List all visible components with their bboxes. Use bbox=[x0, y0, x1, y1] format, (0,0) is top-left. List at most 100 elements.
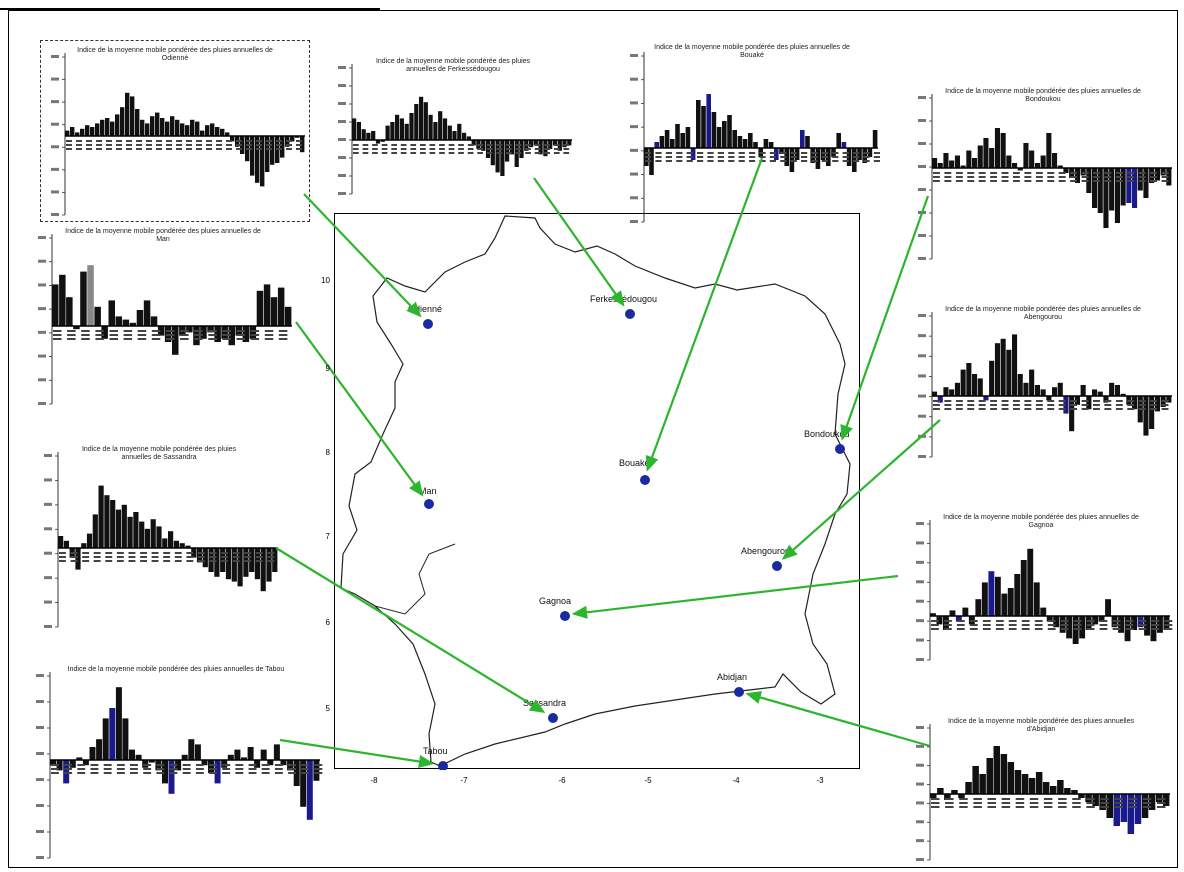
bar bbox=[409, 113, 414, 140]
bar bbox=[1132, 168, 1138, 208]
x-tick-mark bbox=[116, 772, 125, 774]
bar bbox=[214, 760, 221, 784]
x-tick-mark bbox=[286, 140, 292, 142]
x-tick-mark bbox=[81, 330, 90, 332]
bar bbox=[965, 782, 972, 794]
bar bbox=[148, 760, 155, 763]
x-tick-mark bbox=[1142, 802, 1152, 804]
x-tick-mark bbox=[197, 556, 205, 558]
x-tick-mark bbox=[130, 768, 138, 770]
x-tick-mark bbox=[955, 176, 963, 178]
city-marker-sassandra bbox=[548, 713, 558, 723]
x-tick-mark bbox=[64, 772, 73, 774]
x-tick-mark bbox=[686, 156, 693, 158]
bar bbox=[846, 148, 852, 166]
x-tick-mark bbox=[728, 160, 735, 162]
city-marker-ferke bbox=[625, 309, 635, 319]
bar bbox=[753, 142, 758, 148]
x-tick-mark bbox=[116, 144, 122, 146]
map-x-tick: -6 bbox=[558, 776, 566, 785]
x-tick-mark bbox=[967, 404, 975, 406]
bar bbox=[993, 746, 1000, 794]
bar bbox=[1166, 396, 1172, 403]
x-tick-mark bbox=[749, 156, 756, 158]
x-tick-mark bbox=[978, 176, 986, 178]
y-tick-label bbox=[44, 625, 52, 628]
x-tick-mark bbox=[1013, 176, 1020, 178]
bar bbox=[986, 758, 993, 794]
x-tick-mark bbox=[1151, 628, 1160, 630]
x-tick-mark bbox=[353, 148, 359, 150]
y-tick-label bbox=[630, 101, 638, 105]
bar bbox=[1092, 168, 1098, 208]
x-tick-mark bbox=[276, 148, 282, 150]
bar bbox=[80, 271, 87, 326]
bar bbox=[1149, 168, 1155, 183]
x-tick-mark bbox=[209, 556, 217, 558]
x-tick-mark bbox=[1127, 180, 1135, 182]
bar bbox=[135, 754, 142, 760]
x-tick-mark bbox=[1047, 404, 1055, 406]
y-tick-label bbox=[51, 100, 59, 104]
x-tick-mark bbox=[222, 338, 231, 340]
x-tick-mark bbox=[353, 152, 359, 154]
bar bbox=[92, 514, 98, 548]
x-tick-mark bbox=[1093, 180, 1100, 182]
bar bbox=[966, 150, 972, 168]
x-tick-mark bbox=[1058, 802, 1067, 804]
bar bbox=[109, 708, 116, 760]
bar bbox=[247, 747, 254, 760]
x-tick-mark bbox=[140, 552, 147, 554]
x-tick-mark bbox=[105, 552, 113, 554]
x-tick-mark bbox=[1125, 624, 1134, 626]
x-tick-mark bbox=[959, 798, 968, 800]
x-tick-mark bbox=[544, 144, 550, 146]
x-tick-mark bbox=[1072, 798, 1081, 800]
bar bbox=[979, 774, 986, 794]
x-tick-mark bbox=[563, 152, 570, 154]
bar bbox=[162, 760, 168, 784]
bar bbox=[1014, 770, 1022, 794]
x-tick-mark bbox=[59, 552, 66, 554]
x-tick-mark bbox=[749, 160, 756, 162]
x-tick-mark bbox=[1035, 176, 1043, 178]
x-tick-mark bbox=[76, 140, 82, 142]
x-tick-mark bbox=[274, 772, 283, 774]
x-tick-mark bbox=[174, 556, 182, 558]
x-tick-mark bbox=[1070, 400, 1077, 402]
map-panel: Odienné Ferkessédougou Bouaké Bondoukou Man A… bbox=[334, 213, 860, 771]
x-tick-mark bbox=[873, 156, 880, 158]
x-tick-mark bbox=[1138, 176, 1146, 178]
y-tick-label bbox=[918, 211, 926, 214]
x-tick-mark bbox=[1104, 172, 1112, 174]
y-tick-label bbox=[630, 54, 638, 57]
x-tick-mark bbox=[931, 628, 939, 630]
x-tick-mark bbox=[1024, 404, 1032, 406]
bar bbox=[157, 326, 165, 336]
x-tick-mark bbox=[697, 156, 704, 158]
x-tick-mark bbox=[1128, 798, 1138, 800]
x-tick-mark bbox=[676, 152, 683, 154]
x-tick-mark bbox=[967, 176, 975, 178]
x-tick-mark bbox=[196, 148, 202, 150]
x-tick-mark bbox=[1001, 802, 1011, 804]
bar bbox=[732, 130, 737, 148]
x-tick-mark bbox=[208, 334, 217, 336]
x-tick-mark bbox=[195, 764, 204, 766]
bar bbox=[76, 757, 83, 760]
bar-panel-bondoukou: Indice de la moyenne mobile pondérée des… bbox=[908, 82, 1178, 267]
y-tick-label bbox=[630, 125, 638, 129]
x-tick-mark bbox=[1072, 806, 1081, 808]
x-tick-mark bbox=[978, 172, 986, 174]
x-tick-mark bbox=[1100, 798, 1109, 800]
y-tick-label bbox=[38, 378, 46, 382]
y-tick-label bbox=[918, 234, 926, 237]
x-tick-mark bbox=[1104, 176, 1112, 178]
bar bbox=[1029, 150, 1035, 168]
x-tick-mark bbox=[959, 806, 968, 808]
bar bbox=[1078, 794, 1085, 798]
x-tick-mark bbox=[1156, 802, 1166, 804]
x-tick-mark bbox=[196, 144, 202, 146]
bar bbox=[659, 136, 665, 148]
x-tick-mark bbox=[248, 768, 257, 770]
